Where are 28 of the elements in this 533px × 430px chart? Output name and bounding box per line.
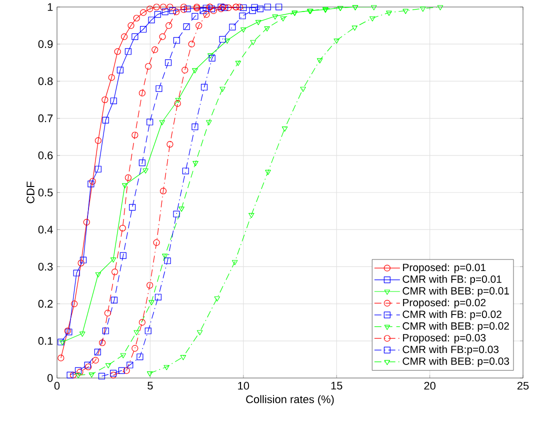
legend-label: CMR with FB: p=0.02: [402, 310, 502, 320]
x-tick-label: 0: [54, 382, 60, 390]
y-tick-label: 0.7: [38, 114, 53, 122]
y-tick-label: 0.2: [38, 300, 53, 308]
y-tick-label: 1: [48, 3, 53, 11]
y-axis-title: CDF: [26, 182, 34, 204]
x-axis-title: Collision rates (%): [246, 395, 334, 406]
y-tick-label: 0.5: [38, 188, 53, 196]
legend-label: CMR with FB: p=0.01: [402, 275, 502, 285]
legend-label: CMR with BEB: p=0.03: [402, 357, 510, 367]
x-tick-label: 15: [331, 382, 342, 390]
y-tick-label: 0.3: [38, 262, 53, 271]
y-tick-label: 0.6: [38, 152, 53, 160]
legend-label: Proposed: p=0.03: [403, 334, 486, 344]
y-tick-label: 0.9: [38, 40, 53, 48]
y-tick-label: 0.1: [38, 337, 53, 345]
legend-label: CMR with BEB: p=0.01: [402, 286, 509, 297]
x-tick-label: 20: [424, 382, 436, 390]
legend-label: Proposed: p=0.01: [403, 263, 486, 274]
legend-label: CMR with BEB: p=0.02: [402, 322, 509, 332]
x-tick-label: 25: [517, 382, 529, 390]
y-tick-label: 0: [47, 374, 53, 382]
legend-label: Proposed: p=0.02: [403, 298, 486, 308]
y-tick-label: 0.4: [38, 226, 53, 234]
legend-label: CMR with FB:p=0.03: [402, 345, 499, 356]
y-tick-label: 0.8: [38, 77, 53, 86]
x-tick-label: 10: [238, 382, 250, 390]
x-tick-label: 5: [148, 382, 153, 390]
